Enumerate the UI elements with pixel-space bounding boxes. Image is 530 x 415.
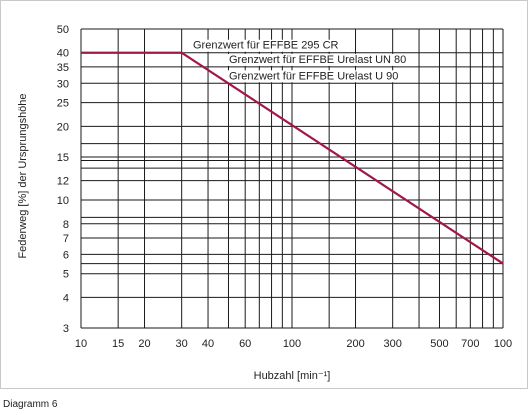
- chart-svg: Grenzwert für EFFBE 295 CR Grenzwert für …: [17, 24, 512, 382]
- y-tick-label: 25: [57, 98, 69, 110]
- y-tick-label: 5: [63, 269, 69, 281]
- x-tick-label: 40: [202, 338, 214, 350]
- annotation-background: [227, 70, 401, 83]
- y-tick-label: 10: [57, 195, 69, 207]
- x-tick-label: 30: [176, 338, 188, 350]
- x-axis-label: Hubzahl [min⁻¹]: [254, 370, 331, 382]
- y-axis-label: Federweg [%] der Ursprungshöhe: [17, 93, 29, 258]
- x-tick-label: 10: [75, 338, 87, 350]
- x-tick-label: 20: [138, 338, 150, 350]
- series-layer: [81, 51, 504, 265]
- y-tick-label: 4: [63, 292, 69, 304]
- y-tick-label: 8: [63, 219, 69, 231]
- y-tick-label: 40: [57, 48, 69, 60]
- y-tick-label: 3: [63, 323, 69, 335]
- x-tick-label: 300: [383, 338, 401, 350]
- grid-lines: [80, 28, 504, 329]
- x-tick-label: 15: [112, 338, 124, 350]
- x-tick-label: 500: [430, 338, 448, 350]
- y-tick-label: 50: [57, 24, 69, 36]
- chart-frame: Grenzwert für EFFBE 295 CR Grenzwert für …: [0, 0, 528, 389]
- annotation-background: [191, 39, 341, 52]
- annotation-background: [227, 53, 409, 66]
- x-tick-label: 700: [461, 338, 479, 350]
- annotation-label: Grenzwert für EFFBE 295 CR: [193, 40, 339, 52]
- y-tick-label: 15: [57, 152, 69, 164]
- x-tick-label: 100: [283, 338, 301, 350]
- annotations: Grenzwert für EFFBE 295 CR Grenzwert für …: [191, 39, 409, 83]
- y-tick-label: 12: [57, 176, 69, 188]
- series-line: [81, 51, 504, 265]
- x-tick-label: 200: [346, 338, 364, 350]
- y-tick-label: 6: [63, 249, 69, 261]
- x-tick-label: 100: [494, 338, 512, 350]
- y-tick-label: 7: [63, 233, 69, 245]
- x-tick-label: 60: [239, 338, 251, 350]
- annotation-label: Grenzwert für EFFBE Urelast U 90: [229, 70, 398, 82]
- tick-labels: 3 4 5 6 7 8 10 12 15 20 25 30 35 40 50 10 15 20 30 40 60 100 2…: [57, 24, 512, 350]
- y-tick-label: 35: [57, 62, 69, 74]
- figure-caption: Diagramm 6: [3, 399, 58, 410]
- annotation-label: Grenzwert für EFFBE Urelast UN 80: [229, 54, 406, 66]
- y-tick-label: 30: [57, 78, 69, 90]
- y-tick-label: 20: [57, 121, 69, 133]
